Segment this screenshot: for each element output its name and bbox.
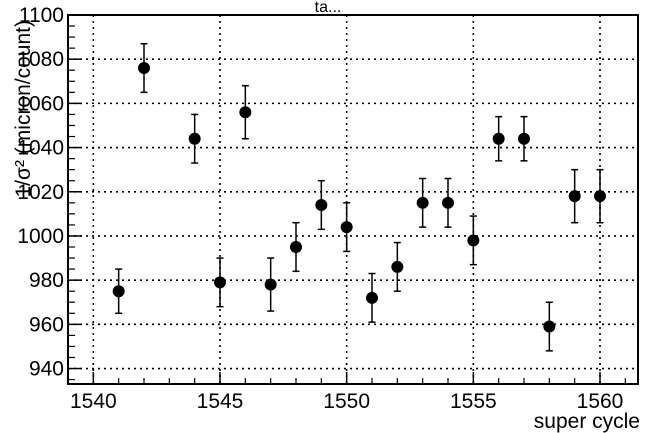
y-tick-label: 1020 bbox=[17, 181, 64, 204]
data-point bbox=[416, 196, 429, 209]
x-tick-label: 1545 bbox=[197, 390, 244, 413]
x-tick-label: 1540 bbox=[70, 390, 117, 413]
y-axis-title: 1/σ² (micron/count) bbox=[12, 20, 35, 198]
tick-labels: 1540 1545 1550 1555 1560 940 960 980 1000 1020 104… bbox=[17, 4, 623, 413]
y-tick-label: 960 bbox=[29, 313, 64, 336]
y-tick-label: 1080 bbox=[17, 48, 64, 71]
data-point bbox=[568, 190, 581, 203]
data-point bbox=[366, 291, 378, 304]
data-point bbox=[492, 132, 505, 145]
x-axis-title: super cycle bbox=[534, 410, 640, 433]
data-point bbox=[138, 62, 150, 75]
data-point bbox=[543, 320, 556, 333]
data-point bbox=[214, 276, 226, 289]
y-tick-label: 1060 bbox=[17, 92, 64, 115]
chart-top-label: ta... bbox=[315, 0, 342, 16]
data-point bbox=[188, 132, 201, 145]
data-point bbox=[594, 190, 606, 203]
data-point bbox=[264, 278, 277, 291]
data-point bbox=[315, 199, 328, 212]
y-tick-label: 1000 bbox=[17, 225, 64, 248]
x-tick-label: 1550 bbox=[323, 390, 370, 413]
data-point bbox=[239, 106, 252, 119]
data-point bbox=[467, 234, 480, 247]
y-tick-label: 980 bbox=[29, 269, 64, 292]
data-point bbox=[391, 260, 404, 273]
x-tick-label: 1555 bbox=[450, 390, 497, 413]
y-tick-label: 1100 bbox=[19, 4, 64, 27]
data-point bbox=[290, 241, 302, 254]
x-tick-label: 1560 bbox=[577, 390, 624, 413]
data-point bbox=[442, 196, 454, 209]
axis-ticks bbox=[67, 14, 626, 384]
y-tick-label: 940 bbox=[29, 358, 64, 381]
plot-frame bbox=[67, 14, 639, 385]
data-points bbox=[112, 42, 606, 352]
y-tick-label: 1040 bbox=[17, 137, 64, 160]
data-point bbox=[112, 285, 125, 298]
data-point bbox=[340, 221, 353, 234]
data-point bbox=[518, 132, 530, 145]
